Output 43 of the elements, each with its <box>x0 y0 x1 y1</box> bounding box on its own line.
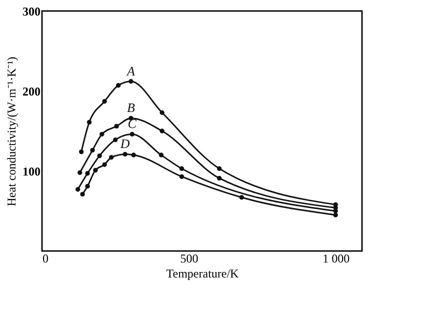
point <box>130 132 134 137</box>
point <box>179 174 184 179</box>
point <box>160 128 164 134</box>
point <box>216 176 222 181</box>
point <box>102 99 107 104</box>
series-label: C <box>128 116 137 132</box>
x-tick-label: 1 000 <box>322 252 350 266</box>
series-label: B <box>126 100 135 116</box>
point <box>122 152 128 157</box>
point <box>131 152 136 158</box>
point <box>102 162 107 167</box>
point <box>108 155 114 160</box>
point <box>179 166 184 171</box>
y-tick-label: 300 <box>22 4 40 18</box>
point <box>78 149 84 154</box>
point <box>216 166 222 171</box>
point <box>85 171 90 176</box>
x-tick-label: 0 <box>42 252 48 266</box>
point <box>93 168 98 173</box>
point <box>239 195 244 200</box>
y-tick-label: 200 <box>22 84 40 98</box>
point <box>160 110 164 115</box>
series-label: A <box>126 63 135 78</box>
point <box>333 208 338 214</box>
point <box>333 212 338 218</box>
point <box>90 148 95 153</box>
x-axis-title: Temperature/K <box>166 266 240 280</box>
point <box>116 83 121 88</box>
point <box>78 170 82 175</box>
series-label: D <box>119 136 130 152</box>
y-tick-label: 100 <box>22 164 40 178</box>
point <box>85 184 90 189</box>
point <box>114 124 119 129</box>
point <box>75 187 80 192</box>
point <box>97 153 102 158</box>
x-tick-label: 500 <box>180 252 198 266</box>
point <box>100 132 104 137</box>
y-axis-title: Heat conductivity/(W·m⁻¹·K⁻¹) <box>4 56 18 206</box>
point <box>128 79 134 84</box>
point <box>113 137 118 142</box>
point <box>86 120 92 125</box>
point <box>80 192 85 197</box>
point <box>158 152 164 158</box>
